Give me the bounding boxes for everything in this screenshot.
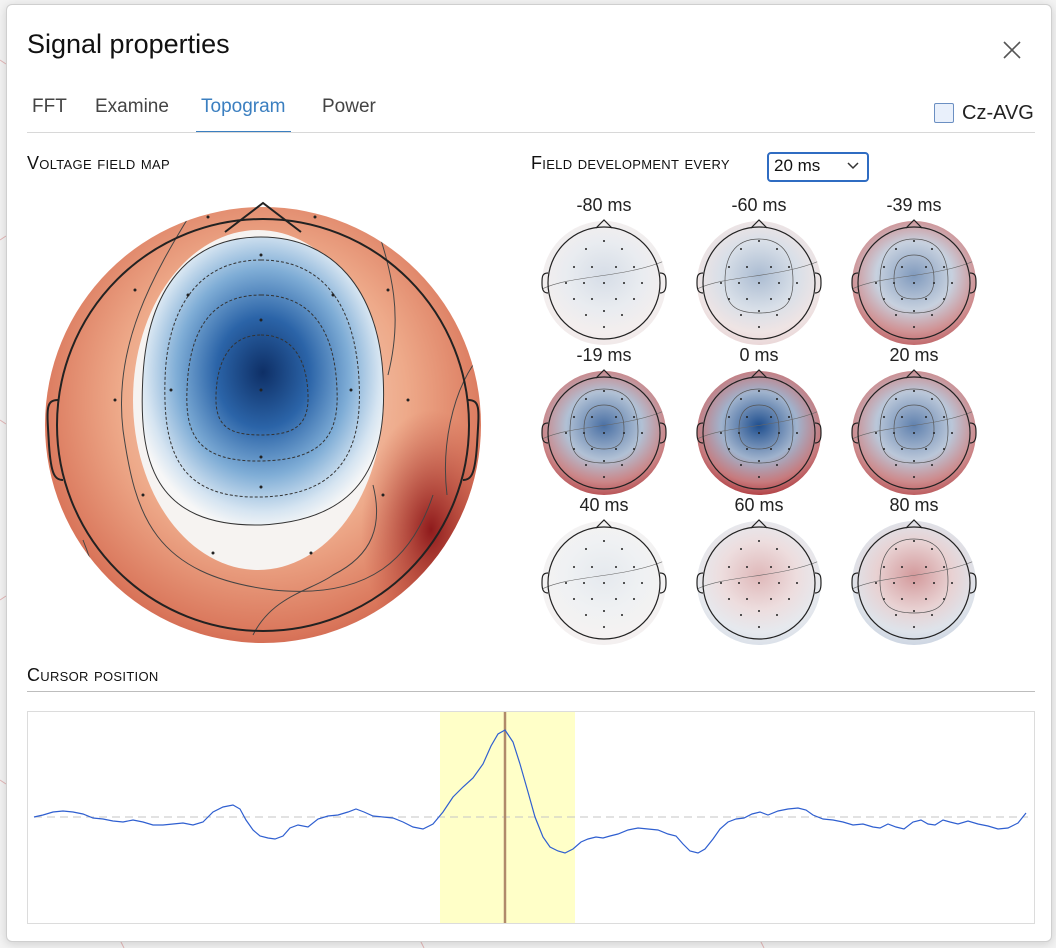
field-map-head xyxy=(851,219,977,345)
tab-power[interactable]: Power xyxy=(322,96,376,117)
tab-examine[interactable]: Examine xyxy=(95,96,169,117)
eeg-trace[interactable] xyxy=(28,712,1034,923)
signal-properties-dialog: Signal properties FFT Examine Topogram P… xyxy=(6,4,1052,942)
field-map-label: 60 ms xyxy=(734,495,784,515)
tab-topogram[interactable]: Topogram xyxy=(196,93,291,133)
field-map-60: 60 ms xyxy=(689,495,829,645)
field-map-minus-80: -80 ms xyxy=(534,195,674,345)
field-map-head xyxy=(851,519,977,645)
field-development-grid: -80 ms -60 ms -39 ms -19 ms 0 ms 20 ms 4… xyxy=(534,195,994,650)
cz-avg-checkbox[interactable] xyxy=(934,103,954,123)
voltage-field-map xyxy=(45,201,481,643)
field-map-label: 40 ms xyxy=(579,495,629,515)
cursor-position-title: Cursor position xyxy=(27,665,159,685)
cursor-position-divider xyxy=(27,691,1035,692)
field-map-label: 20 ms xyxy=(889,345,939,365)
field-map-head xyxy=(696,369,822,495)
field-map-minus-19: -19 ms xyxy=(534,345,674,495)
field-map-label: -60 ms xyxy=(731,195,787,215)
field-map-head xyxy=(696,219,822,345)
field-map-head xyxy=(541,219,667,345)
signal-trace xyxy=(33,729,1027,854)
tab-divider xyxy=(27,132,1035,133)
field-map-0: 0 ms xyxy=(689,345,829,495)
field-map-20: 20 ms xyxy=(844,345,984,495)
field-map-head xyxy=(851,369,977,495)
field-map-label: -39 ms xyxy=(886,195,942,215)
dialog-title: Signal properties xyxy=(27,29,230,59)
field-development-title: Field development every xyxy=(531,153,730,173)
field-map-minus-39: -39 ms xyxy=(844,195,984,345)
field-map-80: 80 ms xyxy=(844,495,984,645)
field-map-40: 40 ms xyxy=(534,495,674,645)
cursor-position-plot[interactable] xyxy=(27,711,1035,924)
interval-select[interactable]: 20 ms xyxy=(767,152,869,182)
tab-bar: FFT Examine Topogram Power xyxy=(27,93,1035,133)
field-map-label: -80 ms xyxy=(576,195,632,215)
field-map-label: -19 ms xyxy=(576,345,632,365)
field-map-label: 80 ms xyxy=(889,495,939,515)
field-map-label: 0 ms xyxy=(739,345,779,365)
field-map-minus-60: -60 ms xyxy=(689,195,829,345)
voltage-map-title: Voltage field map xyxy=(27,153,170,173)
cz-avg-label: Cz-AVG xyxy=(962,102,1034,124)
tab-fft[interactable]: FFT xyxy=(32,96,67,117)
close-icon[interactable] xyxy=(997,35,1027,65)
field-map-head xyxy=(541,369,667,495)
field-map-head xyxy=(696,519,822,645)
field-map-head xyxy=(541,519,667,645)
interval-select-value: 20 ms xyxy=(774,156,821,175)
chevron-down-icon xyxy=(847,162,859,170)
